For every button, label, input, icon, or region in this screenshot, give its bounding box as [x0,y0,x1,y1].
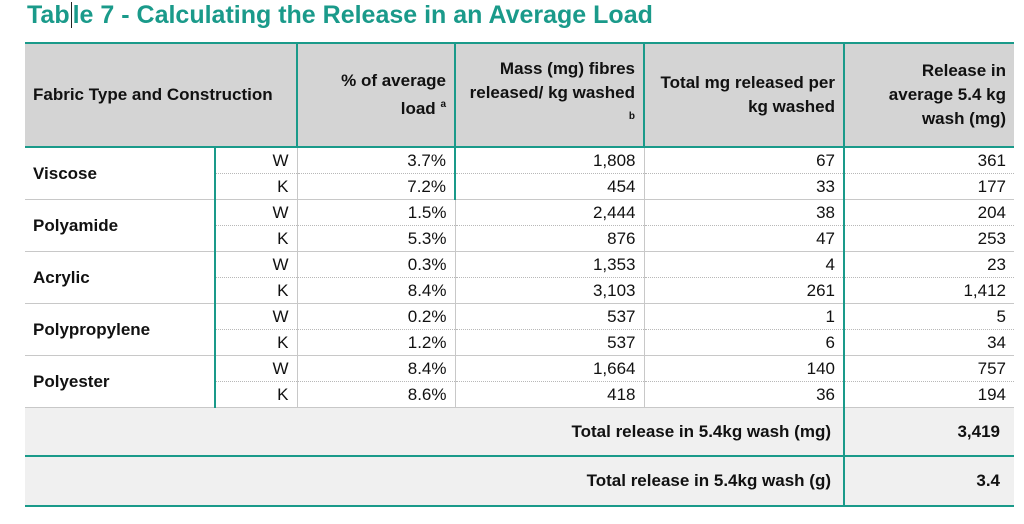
mass-cell: 1,353 [455,251,645,278]
table-row: K 8.6% 418 36 194 [25,381,1014,408]
construction-cell: K [215,277,298,304]
total-cell: 140 [644,355,845,382]
construction-cell: K [215,381,298,408]
release-cell: 204 [844,199,1014,226]
mass-cell: 1,808 [455,147,645,174]
construction-cell: W [215,303,298,330]
total-cell: 33 [644,173,845,200]
total-cell: 1 [644,303,845,330]
mass-cell: 537 [455,329,645,356]
header-row: Fabric Type and Construction % of averag… [25,42,1014,148]
total-g-label: Total release in 5.4kg wash (g) [25,456,845,507]
mass-cell: 2,444 [455,199,645,226]
fabric-name: Polyester [25,355,216,408]
table-row: Viscose W 3.7% 1,808 67 361 [25,147,1014,200]
release-cell: 23 [844,251,1014,278]
total-g-row: Total release in 5.4kg wash (g) 3.4 [25,456,1014,507]
title-text-end: le 7 - Calculating the Release in an Ave… [72,1,653,29]
total-g-value: 3.4 [844,456,1014,507]
pct-cell: 8.4% [297,355,456,382]
release-cell: 361 [844,147,1014,174]
table-row: Polyester W 8.4% 1,664 140 757 [25,355,1014,408]
construction-cell: K [215,173,298,200]
pct-cell: 1.2% [297,329,456,356]
construction-cell: W [215,199,298,226]
title-text-start: Tab [27,1,70,29]
table-row: K 7.2% 454 33 177 [25,173,1014,200]
table-row: Polypropylene W 0.2% 537 1 5 [25,303,1014,356]
total-cell: 6 [644,329,845,356]
table-row: K 1.2% 537 6 34 [25,329,1014,356]
mass-cell: 454 [455,173,645,200]
mass-cell: 418 [455,381,645,408]
fabric-name: Polyamide [25,199,216,252]
pct-cell: 7.2% [297,173,456,200]
table-title: Tab le 7 - Calculating the Release in an … [27,1,653,30]
total-mg-label: Total release in 5.4kg wash (mg) [25,407,845,457]
total-mg-row: Total release in 5.4kg wash (mg) 3,419 [25,407,1014,457]
table-row: K 8.4% 3,103 261 1,412 [25,277,1014,304]
table-row: K 5.3% 876 47 253 [25,225,1014,252]
header-fabric: Fabric Type and Construction [25,42,298,148]
mass-cell: 537 [455,303,645,330]
text-cursor [70,2,72,28]
release-table: Fabric Type and Construction % of averag… [25,42,1014,507]
total-cell: 38 [644,199,845,226]
release-cell: 34 [844,329,1014,356]
pct-cell: 0.2% [297,303,456,330]
header-pct: % of average load a [297,42,456,148]
footnote-b: b [628,111,635,122]
pct-cell: 1.5% [297,199,456,226]
footnote-a: a [440,99,446,110]
release-cell: 5 [844,303,1014,330]
construction-cell: K [215,225,298,252]
header-total: Total mg released per kg washed [644,42,845,148]
release-cell: 757 [844,355,1014,382]
release-cell: 253 [844,225,1014,252]
release-cell: 1,412 [844,277,1014,304]
fabric-name: Acrylic [25,251,216,304]
pct-cell: 5.3% [297,225,456,252]
construction-cell: K [215,329,298,356]
construction-cell: W [215,355,298,382]
total-cell: 261 [644,277,845,304]
total-mg-value: 3,419 [844,407,1014,457]
table-row: Polyamide W 1.5% 2,444 38 204 [25,199,1014,252]
pct-cell: 0.3% [297,251,456,278]
release-cell: 177 [844,173,1014,200]
total-cell: 36 [644,381,845,408]
header-mass: Mass (mg) fibres released/ kg washed b [455,42,645,148]
mass-cell: 1,664 [455,355,645,382]
fabric-name: Viscose [25,147,216,200]
header-release: Release in average 5.4 kg wash (mg) [844,42,1014,148]
mass-cell: 876 [455,225,645,252]
release-cell: 194 [844,381,1014,408]
total-cell: 47 [644,225,845,252]
pct-cell: 3.7% [297,147,456,174]
table-row: Acrylic W 0.3% 1,353 4 23 [25,251,1014,304]
total-cell: 4 [644,251,845,278]
fabric-name: Polypropylene [25,303,216,356]
pct-cell: 8.4% [297,277,456,304]
total-cell: 67 [644,147,845,174]
pct-cell: 8.6% [297,381,456,408]
mass-cell: 3,103 [455,277,645,304]
construction-cell: W [215,251,298,278]
construction-cell: W [215,147,298,174]
